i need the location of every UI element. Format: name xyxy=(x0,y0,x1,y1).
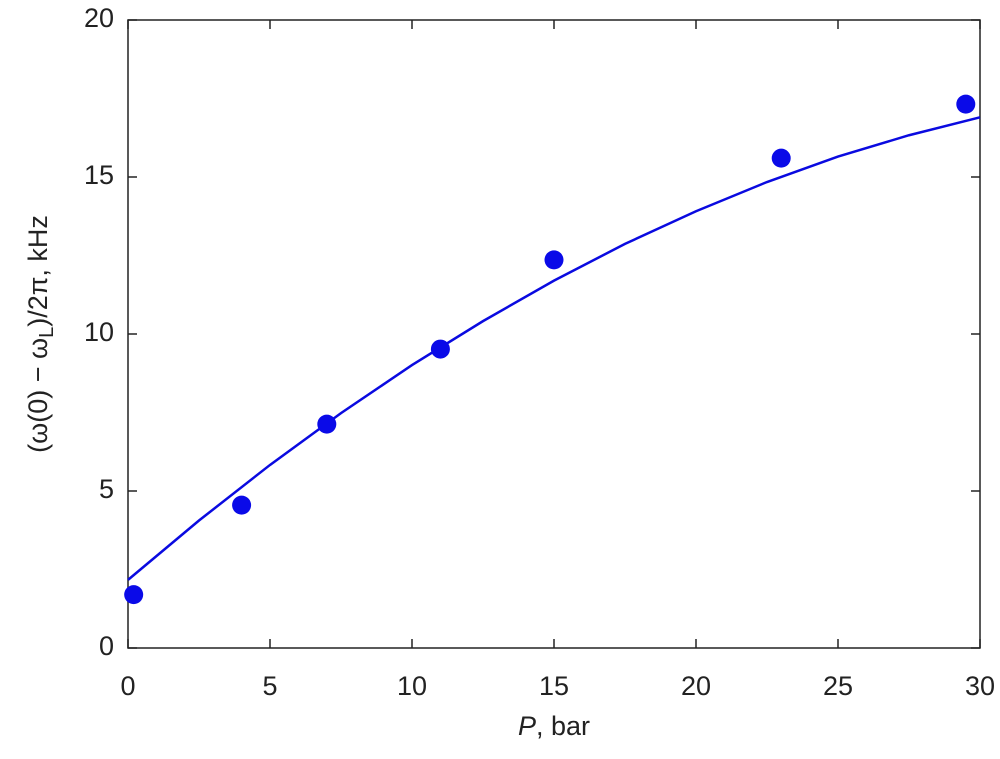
plot-frame xyxy=(127,19,981,649)
x-tick-label: 10 xyxy=(397,671,427,701)
y-tick-label: 20 xyxy=(84,3,114,33)
x-tick-label: 20 xyxy=(681,671,711,701)
x-label-italic: P xyxy=(518,711,536,741)
y-label-suffix: )/2π, kHz xyxy=(23,215,53,327)
data-point xyxy=(956,94,976,114)
data-point xyxy=(544,250,564,270)
data-point xyxy=(771,148,791,168)
data-point xyxy=(232,495,252,515)
fit-line xyxy=(127,116,981,581)
y-tick-label: 0 xyxy=(99,631,114,661)
x-tick-label: 0 xyxy=(120,671,135,701)
y-label-sub: L xyxy=(36,327,58,338)
x-axis-label: P, bar xyxy=(518,711,590,741)
y-tick-label: 10 xyxy=(84,317,114,347)
data-point xyxy=(124,585,144,605)
x-tick-label: 15 xyxy=(539,671,569,701)
x-tick-label: 30 xyxy=(965,671,995,701)
x-tick-label: 5 xyxy=(262,671,277,701)
data-point xyxy=(430,339,450,359)
x-tick-label: 25 xyxy=(823,671,853,701)
x-label-rest: , bar xyxy=(536,711,590,741)
y-label-prefix: (ω(0) − ω xyxy=(23,338,53,453)
y-tick-label: 5 xyxy=(99,474,114,504)
y-axis-label: (ω(0) − ωL)/2π, kHz xyxy=(23,215,58,453)
data-point xyxy=(317,414,337,434)
y-tick-label: 15 xyxy=(84,160,114,190)
